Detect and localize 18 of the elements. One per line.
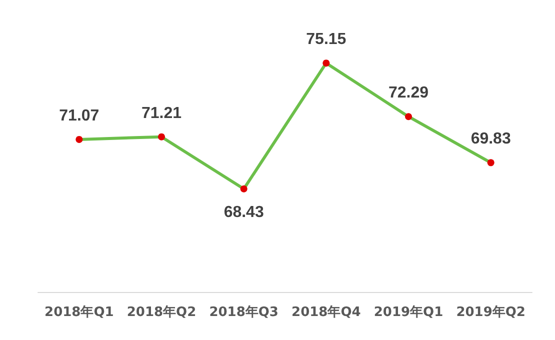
point (487, 159, 494, 166)
data-label: 71.21 (141, 104, 182, 122)
x-tick-label: 2018年Q3 (209, 305, 278, 320)
data-label: 75.15 (306, 31, 346, 48)
x-tick-label: 2019年Q2 (456, 305, 526, 320)
point (405, 113, 412, 120)
data-label: 69.83 (470, 130, 511, 148)
x-tick-label: 2018年Q4 (292, 305, 361, 320)
data-label: 72.29 (388, 84, 429, 102)
data-label: 71.07 (59, 107, 100, 124)
point (240, 185, 248, 192)
point (158, 133, 165, 140)
x-tick-label: 2018年Q1 (44, 305, 114, 320)
data-label: 68.43 (224, 204, 264, 221)
x-tick-label: 2018年Q2 (126, 305, 196, 320)
point (322, 60, 330, 67)
point (76, 136, 83, 143)
x-tick-label: 2019年Q1 (374, 305, 444, 320)
